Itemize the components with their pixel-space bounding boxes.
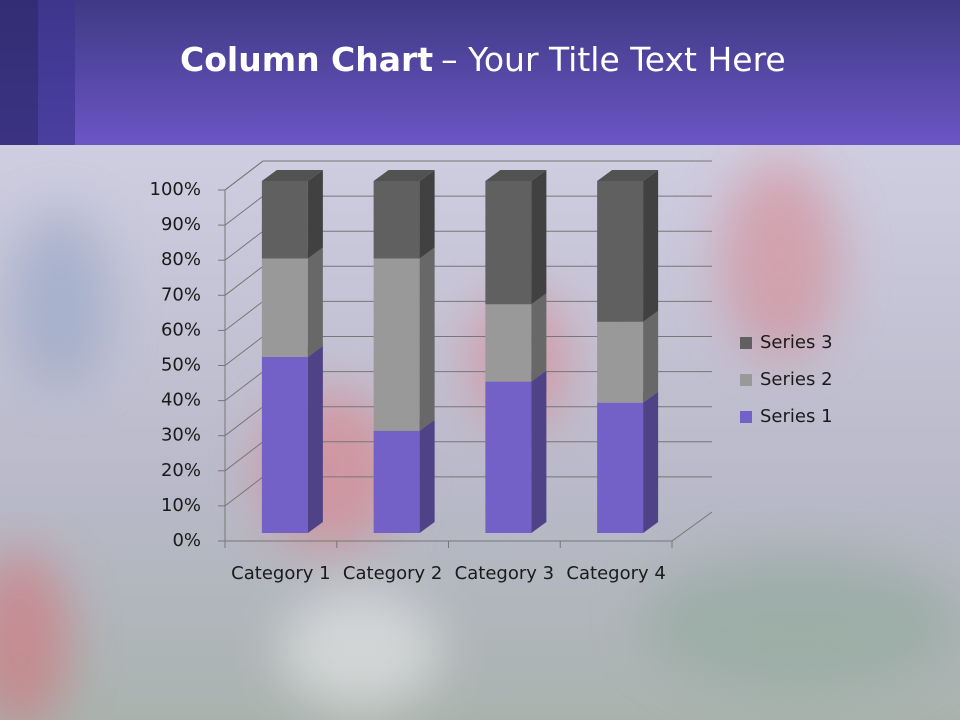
bar — [597, 402, 644, 533]
bar-side — [643, 391, 659, 533]
bar — [485, 304, 532, 382]
background-photo — [0, 160, 960, 720]
y-tick-label: 60% — [161, 319, 201, 340]
bar — [373, 258, 420, 431]
title-bold: Column Chart — [180, 40, 434, 79]
bar — [597, 321, 644, 403]
header-stripe — [38, 0, 75, 145]
bar-top — [373, 170, 435, 181]
bar-side — [531, 370, 547, 533]
bar-side — [307, 170, 323, 259]
bar-side — [419, 419, 435, 533]
y-tick-label: 40% — [161, 390, 201, 411]
bar-top — [261, 170, 323, 181]
bar-side — [419, 247, 435, 431]
legend-label: Series 3 — [760, 332, 833, 353]
header — [0, 0, 960, 145]
y-tick-label: 70% — [161, 284, 201, 305]
bar — [373, 430, 420, 533]
y-tick-label: 50% — [161, 355, 201, 376]
x-tick-label: Category 2 — [342, 563, 443, 584]
bar-side — [643, 170, 659, 322]
y-tick-label: 100% — [150, 179, 201, 200]
bar — [597, 181, 644, 322]
bar — [261, 181, 308, 259]
bar — [261, 258, 308, 357]
bar-top — [485, 170, 547, 181]
legend-swatch — [740, 411, 752, 423]
legend-swatch — [740, 374, 752, 386]
grid-line — [224, 160, 712, 191]
y-tick-label: 10% — [161, 495, 201, 516]
legend-label: Series 1 — [760, 406, 833, 427]
bar-side — [419, 170, 435, 259]
bar-top — [597, 170, 659, 181]
x-tick-label: Category 1 — [231, 563, 331, 584]
header-stripe — [0, 0, 38, 145]
x-tick-label: Category 3 — [454, 563, 555, 584]
x-tick-label: Category 4 — [566, 563, 666, 584]
y-tick-label: 0% — [172, 530, 201, 551]
legend-label: Series 2 — [760, 369, 833, 390]
bar-side — [643, 310, 659, 403]
y-tick-label: 80% — [161, 249, 201, 270]
y-tick-label: 20% — [161, 460, 201, 481]
bar-side — [531, 170, 547, 305]
bar — [485, 181, 532, 305]
legend-swatch — [740, 337, 752, 349]
bar-side — [307, 247, 323, 357]
y-tick-label: 30% — [161, 425, 201, 446]
title-rest: – Your Title Text Here — [441, 40, 786, 79]
bar — [373, 181, 420, 259]
y-tick-label: 90% — [161, 214, 201, 235]
bar — [485, 381, 532, 533]
title: Column Chart – Your Title Text Here — [180, 40, 786, 79]
bar-side — [307, 346, 323, 533]
bar — [261, 357, 308, 533]
bar-side — [531, 293, 547, 382]
